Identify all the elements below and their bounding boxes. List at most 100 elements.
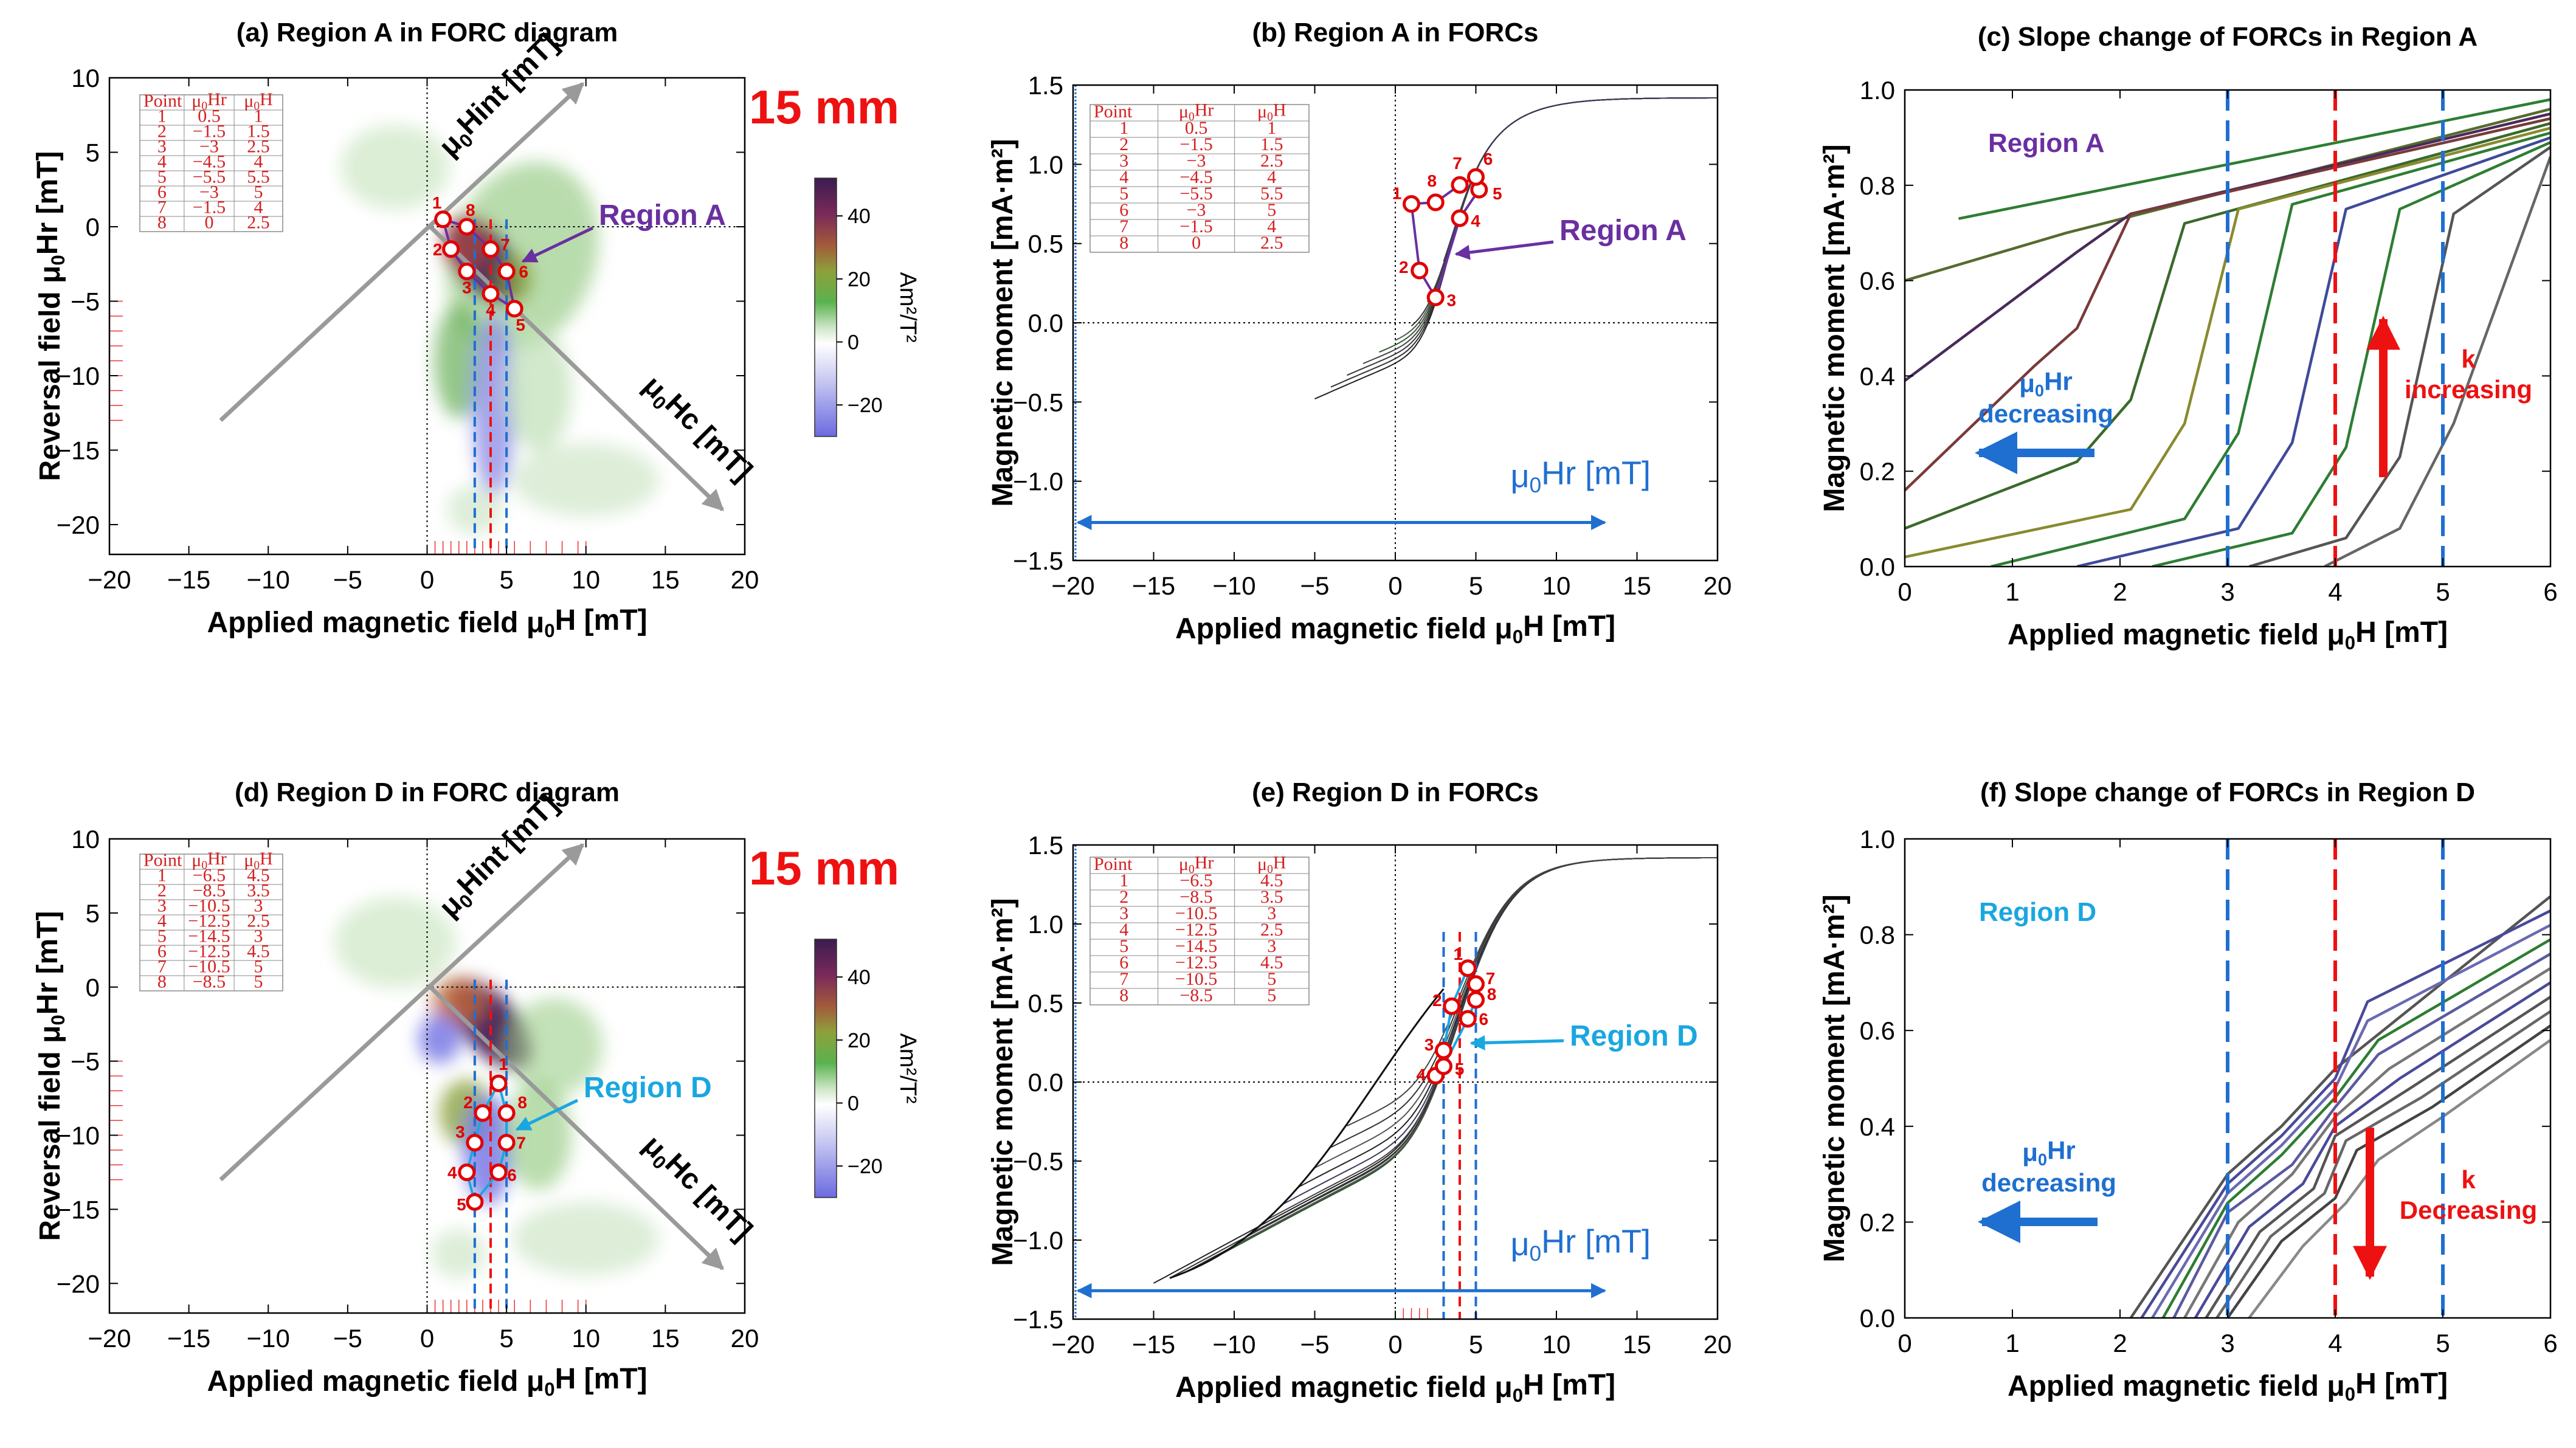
point-marker xyxy=(497,1104,516,1122)
y-tick-label: 1.0 xyxy=(1028,910,1063,939)
point-table xyxy=(139,853,283,991)
point-label: 1 xyxy=(432,193,442,212)
region-arrow xyxy=(1454,240,1554,260)
forc-segment xyxy=(1905,126,2550,559)
hint-axis-label: μ0​Hint [mT] xyxy=(431,28,568,165)
density-blob xyxy=(434,303,483,419)
y-tick-label: 0 xyxy=(86,213,100,241)
y-tick-label: 0.8 xyxy=(1860,921,1895,950)
region-label: Region A xyxy=(599,199,726,232)
x-axis-label: Applied magnetic field μ0​H [mT] xyxy=(2008,616,2448,653)
point-table xyxy=(139,94,283,232)
density-blob xyxy=(334,897,457,988)
point-label: 5 xyxy=(1455,1060,1465,1078)
table-cell: −1.5 xyxy=(1179,216,1212,236)
region-label: Region D xyxy=(1979,897,2096,927)
table-cell: 4 xyxy=(1267,167,1276,187)
x-tick-label: 1 xyxy=(2005,1329,2019,1357)
point-marker xyxy=(1467,168,1485,186)
x-tick-label: −10 xyxy=(247,565,290,594)
point-label: 2 xyxy=(1399,258,1409,277)
table-cell: 2.5 xyxy=(247,213,270,233)
table-header: μ0​Hr xyxy=(192,89,227,113)
table-cell: −10.5 xyxy=(188,957,230,977)
point-marker xyxy=(482,284,500,303)
point-label: 5 xyxy=(516,315,525,334)
sample-size-label: 15 mm xyxy=(749,841,899,895)
point-label: 5 xyxy=(457,1195,466,1214)
point-label: 3 xyxy=(1424,1035,1434,1054)
table-cell: 6 xyxy=(157,182,167,202)
table-cell: −8.5 xyxy=(193,881,226,901)
y-tick-label: 0.2 xyxy=(1860,457,1895,486)
table-cell: 4 xyxy=(157,911,167,931)
region-arrow xyxy=(515,1098,579,1131)
table-cell: −3 xyxy=(1187,151,1206,171)
y-tick-label: 0.5 xyxy=(1028,989,1063,1018)
x-tick-label: 0 xyxy=(1897,1329,1911,1357)
y-tick-label: 10 xyxy=(71,64,100,92)
point-table xyxy=(1089,104,1310,253)
point-marker xyxy=(458,263,476,280)
forc-segment xyxy=(2151,923,2550,1318)
x-tick-label: 0 xyxy=(420,565,434,594)
x-tick-label: −10 xyxy=(1212,1330,1255,1359)
y-tick-label: −0.5 xyxy=(1013,388,1063,416)
density-blob xyxy=(505,329,572,452)
table-cell: 5 xyxy=(1267,969,1276,989)
y-tick-label: −5 xyxy=(71,288,100,316)
region-outline xyxy=(1410,175,1480,301)
hc-axis-arrow xyxy=(429,225,724,512)
forc-segment xyxy=(2205,996,2550,1318)
forc-segment xyxy=(1905,112,2550,382)
y-tick-label: 5 xyxy=(86,899,100,928)
chart-title: (a) Region A in FORC diagram xyxy=(237,18,618,47)
table-header: μ0​H xyxy=(1257,100,1286,123)
table-cell: −5.5 xyxy=(1179,184,1212,204)
point-label: 4 xyxy=(1416,1066,1426,1084)
table-cell: 2 xyxy=(157,881,167,901)
region-label: Region A xyxy=(1988,128,2104,158)
table-cell: 5 xyxy=(157,926,167,946)
y-tick-label: 10 xyxy=(71,825,100,853)
table-cell: 2.5 xyxy=(1260,233,1283,253)
colorbar xyxy=(814,939,837,1198)
point-label: 3 xyxy=(1446,291,1456,309)
x-tick-label: 0 xyxy=(1388,1330,1402,1359)
table-cell: 4 xyxy=(254,198,263,218)
region-label: Region D xyxy=(1570,1020,1698,1052)
point-marker xyxy=(1435,1057,1452,1075)
table-cell: 1.5 xyxy=(247,122,270,142)
table-header: μ0​Hr xyxy=(1179,100,1214,123)
table-cell: 3 xyxy=(157,896,167,916)
table-cell: −12.5 xyxy=(1175,953,1217,973)
table-cell: 8 xyxy=(1119,985,1128,1005)
table-cell: −10.5 xyxy=(1175,969,1217,989)
forc-curve xyxy=(1347,857,1718,1127)
table-cell: 1 xyxy=(1119,871,1128,891)
y-axis-label: Magnetic moment [mA·m²] xyxy=(1818,144,1851,512)
y-axis-label: Magnetic moment [mA·m²] xyxy=(987,139,1019,506)
table-cell: 5 xyxy=(1267,985,1276,1005)
table-cell: −1.5 xyxy=(1179,134,1212,154)
y-tick-label: −1.5 xyxy=(1013,546,1063,575)
y-tick-label: 1.0 xyxy=(1860,76,1895,105)
table-cell: 2 xyxy=(1119,887,1128,907)
y-tick-label: −5 xyxy=(71,1047,100,1076)
table-cell: 1.5 xyxy=(1260,134,1283,154)
point-marker xyxy=(466,1134,484,1152)
y-tick-label: −10 xyxy=(57,362,100,390)
table-cell: −4.5 xyxy=(1179,167,1212,187)
forc-segment xyxy=(2161,938,2550,1318)
point-marker xyxy=(466,1193,484,1211)
table-cell: 6 xyxy=(157,942,167,962)
point-marker xyxy=(1411,261,1429,280)
table-cell: 2.5 xyxy=(1260,920,1283,940)
y-tick-label: −20 xyxy=(57,1269,100,1298)
table-cell: 5 xyxy=(254,957,263,977)
point-marker xyxy=(1403,195,1420,213)
x-tick-label: −20 xyxy=(1051,571,1094,600)
table-cell: 5 xyxy=(254,972,263,992)
